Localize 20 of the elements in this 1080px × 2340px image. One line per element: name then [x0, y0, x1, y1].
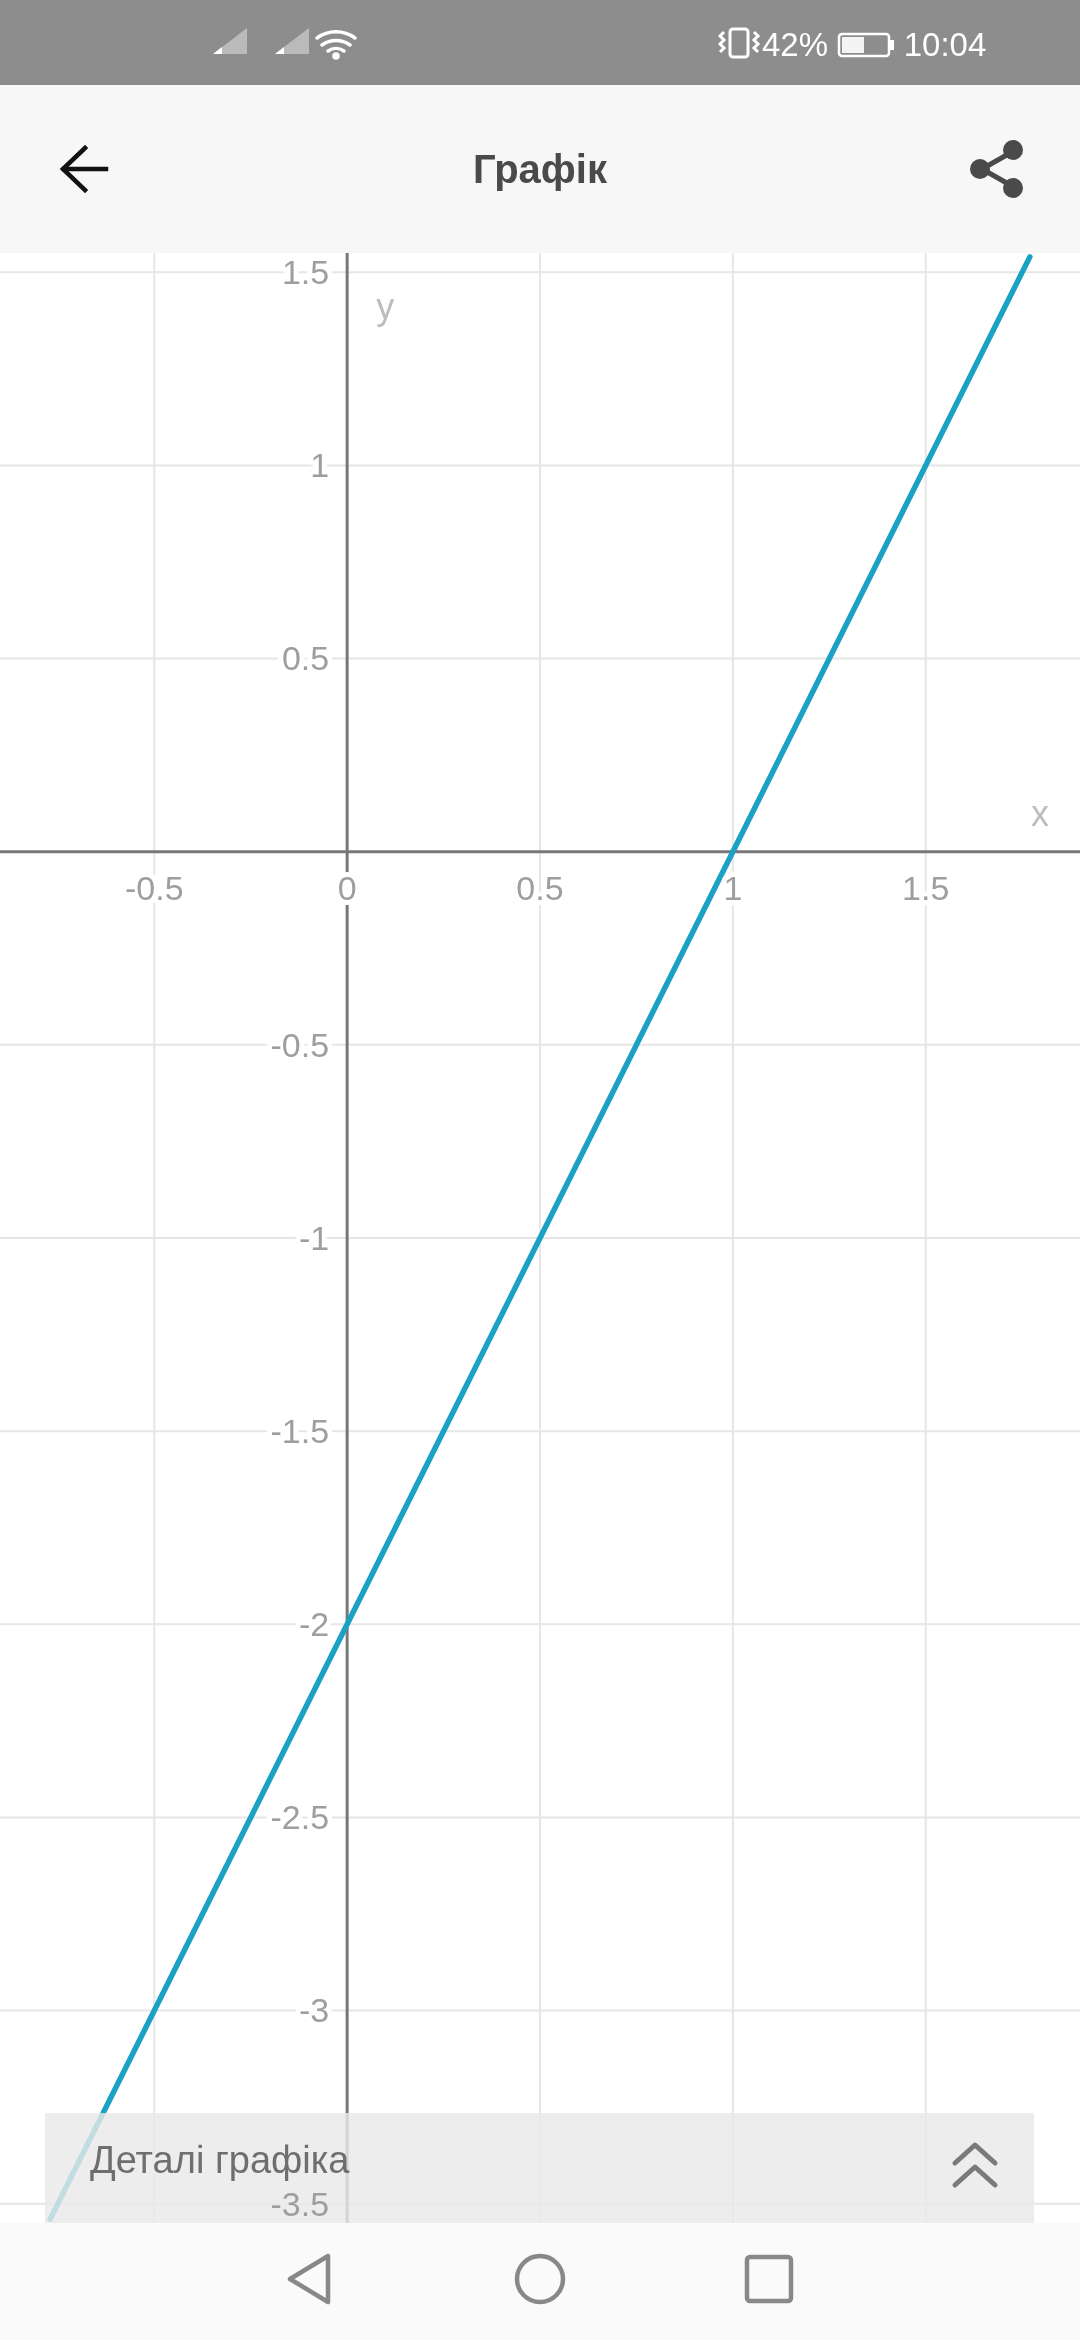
x-tick-label: 0.5 [516, 868, 564, 907]
y-tick-label: -0.5 [270, 1025, 330, 1064]
chart-title: Графік [473, 147, 608, 191]
y-tick-label: -1 [298, 1218, 330, 1257]
text: 42% [761, 26, 829, 63]
y-tick-label: -2.5 [270, 1798, 330, 1837]
x-tick-label: 1.5 [902, 868, 950, 907]
y-tick-label: -3 [298, 1991, 330, 2030]
y-tick-label: -3.5 [270, 2184, 330, 2223]
annotation: Деталі графіка [90, 2139, 351, 2181]
y-tick-label: -2 [298, 1605, 330, 1644]
y-axis-title: y [376, 286, 395, 327]
y-tick-label: 1 [310, 446, 330, 485]
x-tick-label: 1 [723, 868, 743, 907]
y-tick-label: 0.5 [281, 639, 330, 678]
x-tick-label: -0.5 [124, 868, 184, 907]
x-axis-title: x [1031, 792, 1049, 834]
y-tick-label: 1.5 [281, 253, 330, 292]
y-tick-label: -1.5 [270, 1412, 330, 1451]
text: 10:04 [903, 26, 987, 63]
